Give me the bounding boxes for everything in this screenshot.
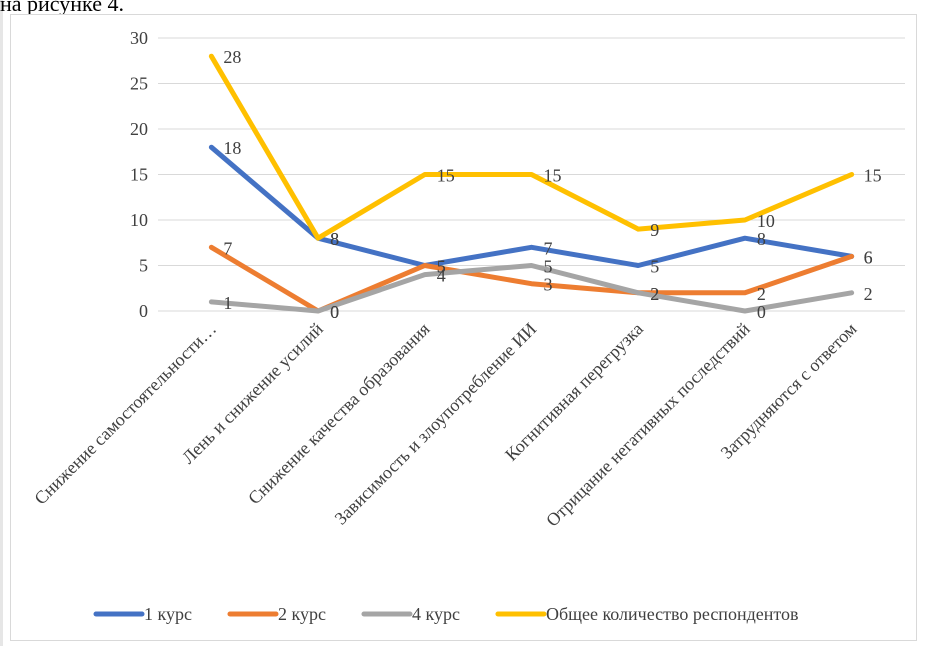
data-label: 15 (864, 166, 882, 186)
y-tick-label: 0 (139, 301, 148, 321)
data-label: 0 (757, 302, 766, 322)
data-label: 8 (330, 229, 339, 249)
data-label: 5 (544, 257, 553, 277)
legend-label-3: 4 курс (412, 604, 460, 624)
data-label: 4 (437, 266, 446, 286)
data-label: 6 (864, 247, 873, 267)
y-axis-ticks: 0 5 10 15 20 25 30 (130, 28, 148, 321)
x-category-label: Зависимость и злоупотребление ИИ (331, 319, 541, 529)
data-label: 1 (223, 293, 232, 313)
x-axis-labels: Снижение самостоятельности…Лень и снижен… (30, 318, 860, 530)
data-label: 3 (544, 275, 553, 295)
y-tick-label: 5 (139, 256, 148, 276)
data-label: 8 (330, 229, 339, 249)
series-line-4 (208, 53, 855, 241)
y-tick-label: 15 (130, 165, 148, 185)
y-tick-label: 30 (130, 28, 148, 48)
series-line-2 (208, 244, 855, 314)
page-left-rule (0, 0, 3, 646)
series-line-1 (208, 144, 855, 268)
y-tick-label: 10 (130, 210, 148, 230)
data-label: 10 (757, 211, 775, 231)
legend-label-4: Общее количество респондентов (546, 604, 799, 624)
data-label: 2 (650, 284, 659, 304)
data-label: 9 (650, 220, 659, 240)
data-label: 15 (437, 166, 455, 186)
preceding-text: на рисунке 4. (0, 0, 124, 16)
x-category-label: Снижение самостоятельности… (30, 319, 220, 509)
data-label: 15 (544, 166, 562, 186)
data-label: 2 (757, 284, 766, 304)
series-line-3 (208, 263, 855, 314)
data-label: 5 (437, 257, 446, 277)
legend-label-2: 2 курс (278, 604, 326, 624)
data-label: 8 (757, 229, 766, 249)
data-label: 0 (330, 302, 339, 322)
data-label: 7 (544, 238, 553, 258)
legend-label-1: 1 курс (144, 604, 192, 624)
y-tick-label: 20 (130, 119, 148, 139)
chart-area (10, 14, 917, 641)
series-lines (208, 53, 855, 314)
data-label: 7 (223, 238, 232, 258)
legend: 1 курс 2 курс 4 курс Общее количество респо… (93, 604, 799, 624)
data-label: 5 (437, 257, 446, 277)
x-category-label: Отрицание негативных последствий (542, 318, 754, 530)
y-tick-label: 25 (130, 74, 148, 94)
data-label: 28 (223, 47, 241, 67)
x-category-label: Снижение качества образования (244, 319, 434, 509)
data-label: 2 (650, 284, 659, 304)
data-label: 0 (330, 302, 339, 322)
data-label: 2 (864, 284, 873, 304)
data-label: 18 (223, 138, 241, 158)
data-label: 6 (864, 247, 873, 267)
data-label: 5 (650, 257, 659, 277)
